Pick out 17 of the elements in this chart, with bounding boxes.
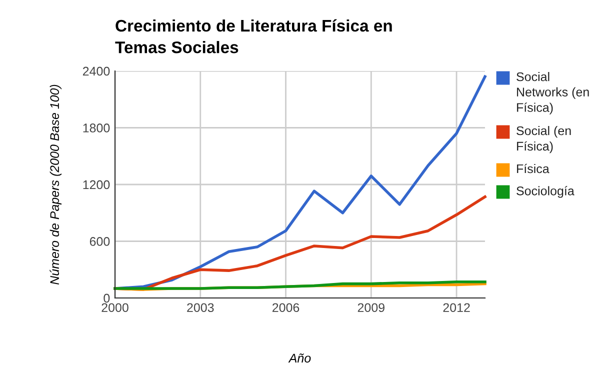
legend-label: Social (en Física)	[516, 126, 571, 154]
legend-label: Física	[517, 164, 550, 174]
y-tick-label: 0	[104, 294, 110, 303]
x-axis-title: Año	[288, 353, 311, 363]
chart-title: Crecimiento de Literatura Física en Temas Sociales	[115, 19, 392, 54]
x-tick-label: 2012	[443, 303, 470, 312]
x-tick-label: 2003	[187, 303, 214, 312]
legend-label: Social Networks (en Física)	[516, 72, 589, 114]
y-tick-label: 600	[90, 237, 110, 246]
y-tick-label: 1800	[83, 124, 110, 132]
y-tick-label: 2400	[82, 66, 110, 76]
y-tick-label: 1200	[83, 180, 110, 190]
y-axis-title: Número de Papers (2000 Base 100)	[50, 84, 62, 285]
x-tick-label: 2006	[272, 303, 300, 312]
x-tick-label: 2000	[102, 303, 128, 312]
x-tick-label: 2009	[358, 303, 384, 312]
legend-label: Sociología	[516, 186, 574, 198]
